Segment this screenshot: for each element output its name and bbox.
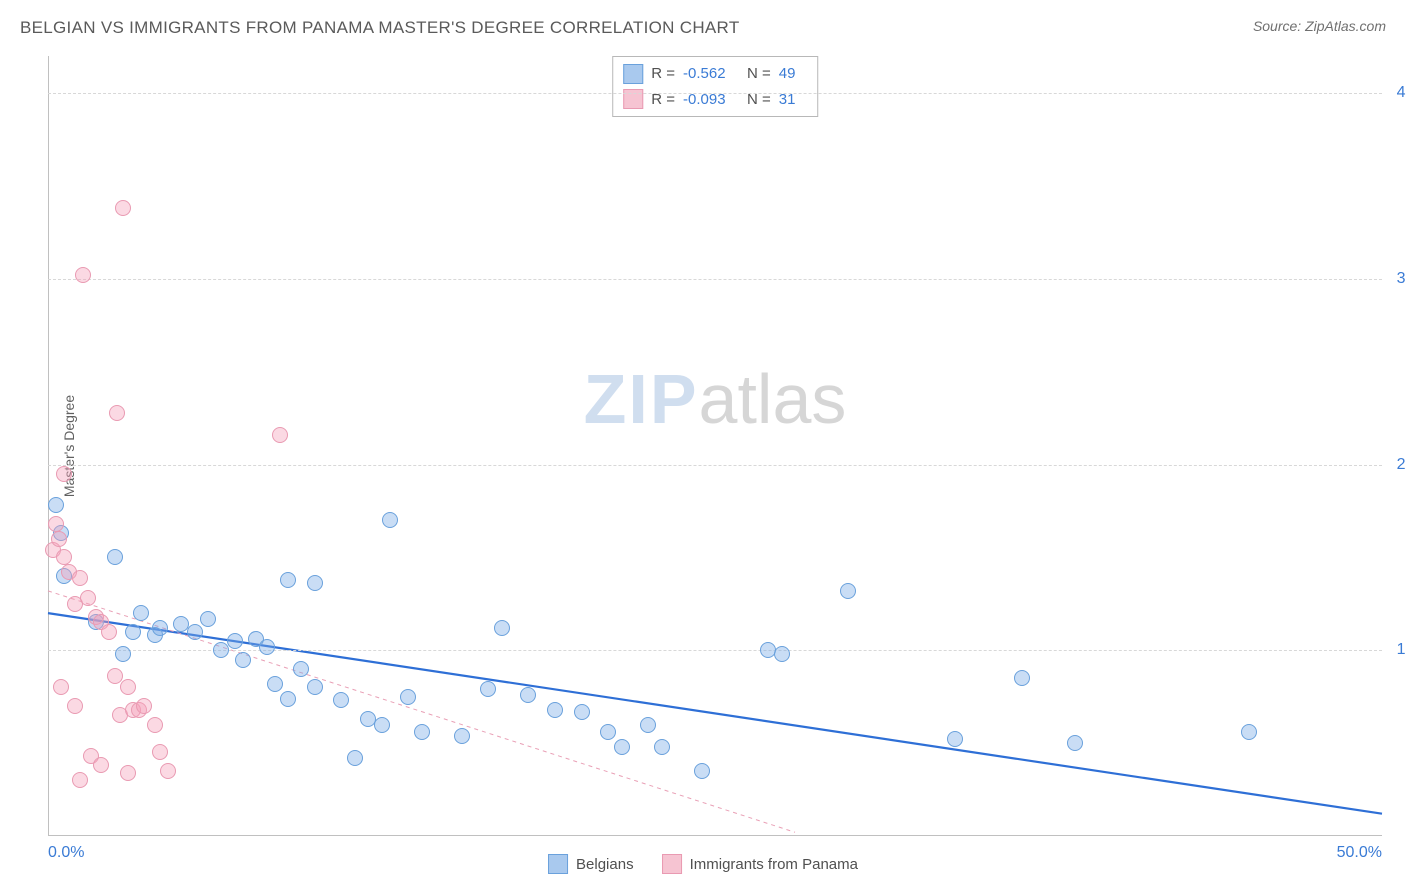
legend-swatch-panama <box>662 854 682 874</box>
data-point-belgians <box>48 497 64 513</box>
n-value: 31 <box>779 87 807 113</box>
data-point-belgians <box>520 687 536 703</box>
y-tick-label: 40.0% <box>1397 84 1406 102</box>
data-point-belgians <box>1241 724 1257 740</box>
legend-item-belgians: Belgians <box>548 854 634 874</box>
data-point-belgians <box>840 583 856 599</box>
legend-label: Immigrants from Panama <box>690 856 858 873</box>
data-point-panama <box>120 679 136 695</box>
data-point-belgians <box>774 646 790 662</box>
stats-legend: R = -0.562 N = 49 R = -0.093 N = 31 <box>612 56 818 117</box>
data-point-belgians <box>200 611 216 627</box>
data-point-belgians <box>280 691 296 707</box>
data-point-belgians <box>547 702 563 718</box>
legend-swatch-belgians <box>548 854 568 874</box>
data-point-belgians <box>480 681 496 697</box>
data-point-belgians <box>454 728 470 744</box>
data-point-panama <box>53 679 69 695</box>
trendlines-layer <box>48 56 1382 836</box>
data-point-panama <box>115 200 131 216</box>
data-point-belgians <box>614 739 630 755</box>
data-point-panama <box>48 516 64 532</box>
data-point-belgians <box>640 717 656 733</box>
gridline <box>48 465 1382 466</box>
data-point-belgians <box>494 620 510 636</box>
data-point-panama <box>72 570 88 586</box>
data-point-panama <box>67 698 83 714</box>
data-point-panama <box>56 549 72 565</box>
y-tick-label: 10.0% <box>1397 641 1406 659</box>
gridline <box>48 650 1382 651</box>
x-tick-label: 50.0% <box>1337 844 1382 862</box>
data-point-belgians <box>267 676 283 692</box>
data-point-belgians <box>694 763 710 779</box>
data-point-panama <box>56 466 72 482</box>
r-value: -0.562 <box>683 61 739 87</box>
data-point-belgians <box>1067 735 1083 751</box>
data-point-belgians <box>347 750 363 766</box>
data-point-panama <box>109 405 125 421</box>
data-point-panama <box>272 427 288 443</box>
data-point-belgians <box>280 572 296 588</box>
data-point-panama <box>51 531 67 547</box>
data-point-panama <box>80 590 96 606</box>
data-point-belgians <box>374 717 390 733</box>
data-point-belgians <box>307 575 323 591</box>
gridline <box>48 279 1382 280</box>
data-point-panama <box>75 267 91 283</box>
series-legend: Belgians Immigrants from Panama <box>548 854 858 874</box>
data-point-panama <box>93 757 109 773</box>
data-point-belgians <box>235 652 251 668</box>
data-point-belgians <box>1014 670 1030 686</box>
data-point-belgians <box>259 639 275 655</box>
data-point-belgians <box>152 620 168 636</box>
data-point-belgians <box>293 661 309 677</box>
data-point-panama <box>72 772 88 788</box>
r-label: R = <box>651 61 675 87</box>
data-point-panama <box>147 717 163 733</box>
gridline <box>48 93 1382 94</box>
data-point-belgians <box>574 704 590 720</box>
data-point-belgians <box>227 633 243 649</box>
n-value: 49 <box>779 61 807 87</box>
legend-item-panama: Immigrants from Panama <box>662 854 858 874</box>
x-tick-label: 0.0% <box>48 844 84 862</box>
r-value: -0.093 <box>683 87 739 113</box>
n-label: N = <box>747 87 771 113</box>
data-point-panama <box>152 744 168 760</box>
legend-swatch-belgians <box>623 64 643 84</box>
y-tick-label: 20.0% <box>1397 456 1406 474</box>
data-point-belgians <box>307 679 323 695</box>
trendline-belgians <box>48 613 1382 814</box>
data-point-belgians <box>600 724 616 740</box>
data-point-belgians <box>333 692 349 708</box>
r-label: R = <box>651 87 675 113</box>
stats-row-belgians: R = -0.562 N = 49 <box>623 61 807 87</box>
legend-label: Belgians <box>576 856 634 873</box>
data-point-belgians <box>400 689 416 705</box>
data-point-belgians <box>115 646 131 662</box>
source-attribution: Source: ZipAtlas.com <box>1253 18 1386 34</box>
data-point-belgians <box>382 512 398 528</box>
data-point-belgians <box>654 739 670 755</box>
n-label: N = <box>747 61 771 87</box>
data-point-panama <box>136 698 152 714</box>
chart-title: BELGIAN VS IMMIGRANTS FROM PANAMA MASTER… <box>20 18 740 38</box>
data-point-panama <box>160 763 176 779</box>
chart-area: Master's Degree ZIPatlas R =-0.562N =49R… <box>48 56 1382 836</box>
data-point-panama <box>120 765 136 781</box>
y-tick-label: 30.0% <box>1397 270 1406 288</box>
data-point-belgians <box>947 731 963 747</box>
data-point-belgians <box>107 549 123 565</box>
data-point-panama <box>107 668 123 684</box>
data-point-belgians <box>187 624 203 640</box>
data-point-belgians <box>125 624 141 640</box>
data-point-panama <box>101 624 117 640</box>
stats-row-panama: R = -0.093 N = 31 <box>623 87 807 113</box>
data-point-belgians <box>133 605 149 621</box>
data-point-belgians <box>414 724 430 740</box>
